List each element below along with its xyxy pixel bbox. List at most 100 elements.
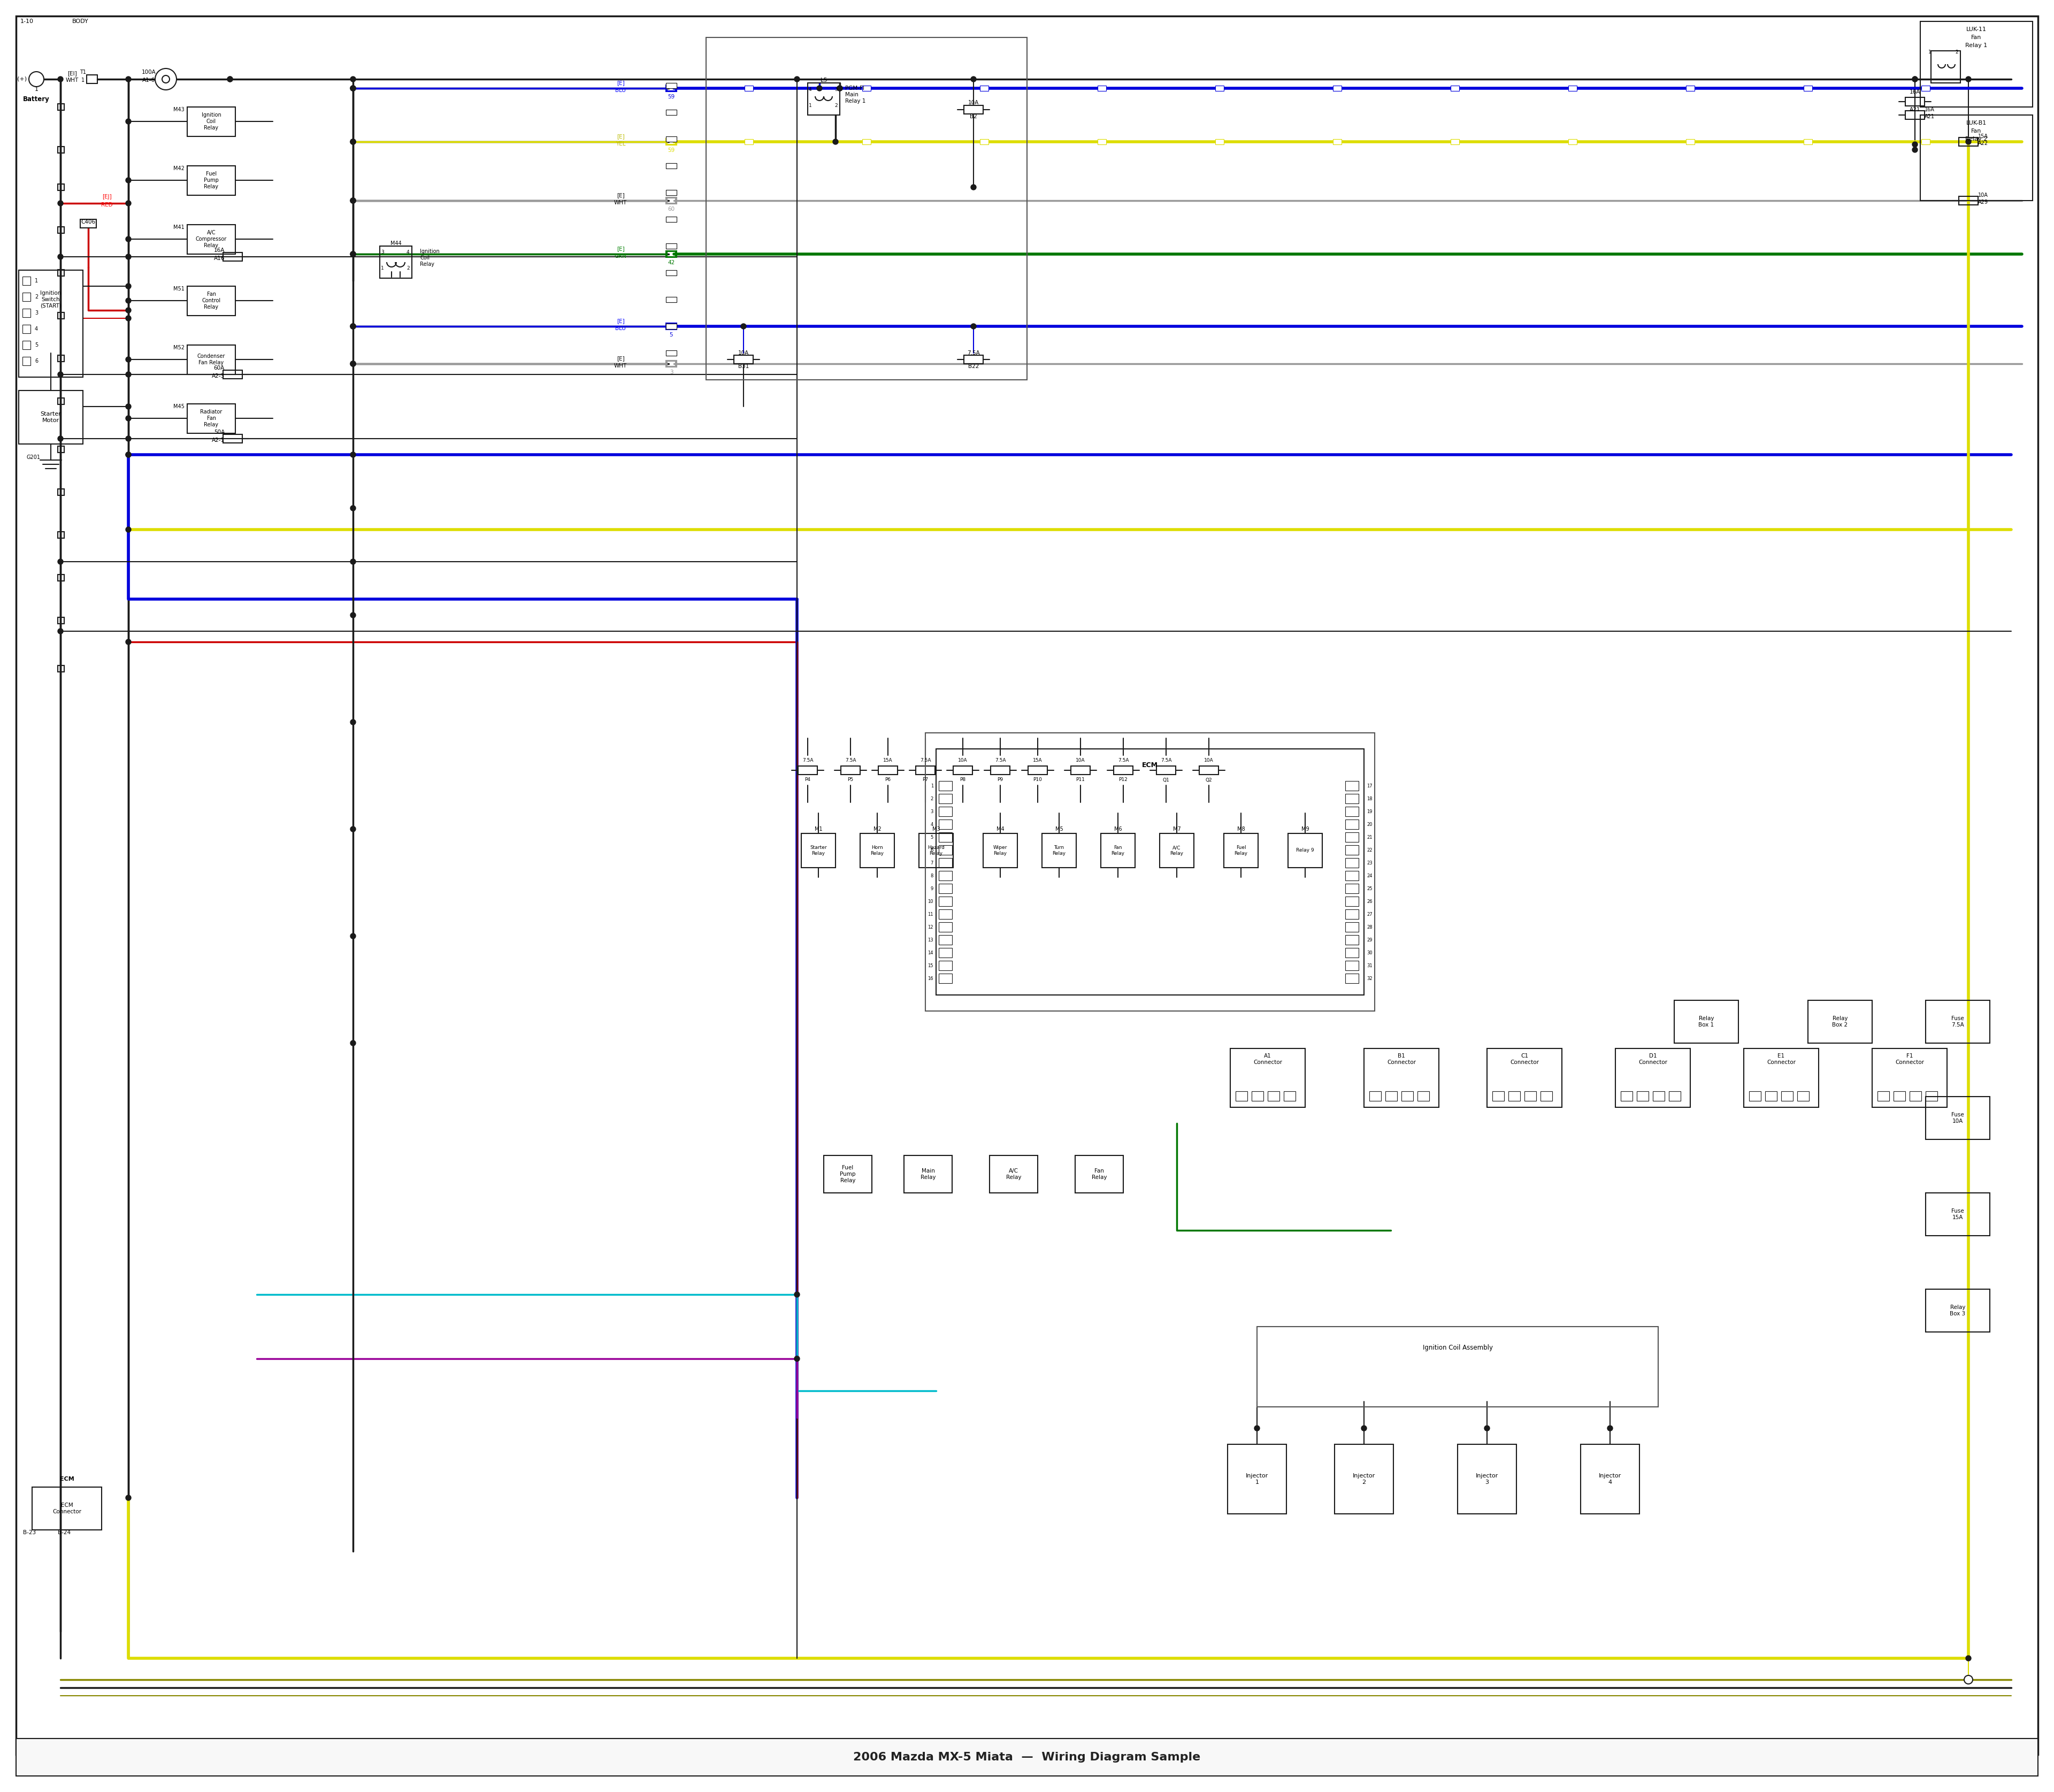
Bar: [668, 197, 676, 202]
Bar: [665, 251, 676, 258]
Text: M44: M44: [390, 240, 401, 246]
Bar: [937, 749, 1364, 995]
Circle shape: [1912, 77, 1918, 82]
Bar: [1345, 806, 1358, 817]
Circle shape: [125, 118, 131, 124]
Circle shape: [1255, 1426, 1259, 1432]
Bar: [665, 271, 676, 276]
Bar: [990, 765, 1011, 774]
Circle shape: [351, 197, 355, 202]
Bar: [1910, 1091, 1920, 1100]
Text: A1-6: A1-6: [142, 77, 156, 82]
Bar: [665, 197, 676, 204]
Bar: [1614, 1048, 1690, 1107]
Bar: [1345, 923, 1358, 932]
Circle shape: [125, 403, 131, 409]
Text: P9: P9: [998, 778, 1002, 783]
Circle shape: [1966, 1656, 1972, 1661]
Text: Horn
Relay: Horn Relay: [871, 846, 883, 857]
Text: LUK-11: LUK-11: [1966, 27, 1986, 32]
Bar: [801, 833, 836, 867]
Text: 4: 4: [35, 326, 39, 332]
Bar: [1764, 1091, 1777, 1100]
Text: 19: 19: [1366, 808, 1372, 814]
Bar: [939, 858, 953, 867]
Bar: [744, 140, 754, 145]
Text: M52: M52: [173, 346, 185, 351]
Bar: [18, 391, 82, 444]
Circle shape: [838, 86, 842, 91]
Text: 1-10: 1-10: [21, 18, 33, 23]
Text: 8: 8: [930, 873, 933, 878]
Text: 15A: 15A: [1978, 134, 1988, 140]
Text: M45: M45: [173, 403, 185, 409]
Bar: [16, 1738, 2038, 1776]
Text: Ignition
Coil
Relay: Ignition Coil Relay: [201, 113, 222, 131]
Bar: [187, 287, 236, 315]
Circle shape: [351, 140, 355, 145]
Bar: [1927, 1193, 1990, 1236]
Bar: [665, 297, 676, 303]
Bar: [1920, 115, 2033, 201]
Text: 7.5A: 7.5A: [994, 758, 1006, 763]
Bar: [939, 909, 953, 919]
Text: RED: RED: [101, 202, 113, 208]
Bar: [1333, 86, 1341, 91]
Text: 42: 42: [668, 260, 676, 265]
Text: Ignition: Ignition: [419, 249, 440, 254]
Text: 30: 30: [1366, 950, 1372, 955]
Text: 5: 5: [930, 835, 933, 840]
Circle shape: [351, 1041, 355, 1047]
Bar: [1877, 1091, 1890, 1100]
Text: [EI]: [EI]: [68, 70, 76, 75]
Text: M1: M1: [815, 826, 822, 831]
Text: M42: M42: [173, 167, 185, 172]
Bar: [980, 86, 988, 91]
Text: 27: 27: [1366, 912, 1372, 916]
Text: 7.5A: 7.5A: [1161, 758, 1171, 763]
Bar: [939, 948, 953, 957]
Bar: [1156, 765, 1175, 774]
Text: Starter
Motor: Starter Motor: [41, 412, 62, 423]
Bar: [33, 1487, 101, 1530]
Text: WHT: WHT: [614, 201, 626, 206]
Text: C1
Connector: C1 Connector: [1510, 1054, 1538, 1064]
Text: 50A: 50A: [214, 430, 224, 435]
Text: 1: 1: [930, 783, 933, 788]
Circle shape: [1966, 77, 1972, 82]
Bar: [1384, 1091, 1397, 1100]
Text: 13: 13: [928, 937, 933, 943]
Circle shape: [351, 613, 355, 618]
Bar: [807, 82, 840, 115]
Bar: [904, 1156, 953, 1193]
Text: A/C
Relay: A/C Relay: [1006, 1168, 1021, 1179]
Circle shape: [351, 452, 355, 457]
Bar: [1653, 1091, 1664, 1100]
Circle shape: [838, 86, 842, 91]
Bar: [939, 846, 953, 855]
Bar: [665, 82, 676, 88]
Text: P10: P10: [1033, 778, 1041, 783]
Text: (+): (+): [16, 77, 27, 82]
Bar: [1345, 909, 1358, 919]
Bar: [1927, 1091, 1937, 1100]
Text: 7: 7: [930, 860, 933, 866]
Circle shape: [1912, 77, 1918, 82]
Text: Fuse
15A: Fuse 15A: [1951, 1208, 1964, 1220]
Circle shape: [125, 201, 131, 206]
Text: P5: P5: [848, 778, 854, 783]
Bar: [665, 163, 676, 168]
Bar: [187, 403, 236, 434]
Bar: [224, 253, 242, 262]
Text: Relay
Box 3: Relay Box 3: [1949, 1305, 1966, 1317]
Circle shape: [351, 197, 355, 202]
Bar: [799, 765, 817, 774]
Bar: [1920, 22, 2033, 108]
Text: 9: 9: [930, 885, 933, 891]
Text: 16A: 16A: [214, 247, 224, 253]
Bar: [665, 136, 676, 142]
Bar: [1288, 833, 1323, 867]
Text: F1
Connector: F1 Connector: [1896, 1054, 1925, 1064]
Text: Injector
1: Injector 1: [1245, 1473, 1267, 1486]
Text: 23: 23: [1366, 860, 1372, 866]
